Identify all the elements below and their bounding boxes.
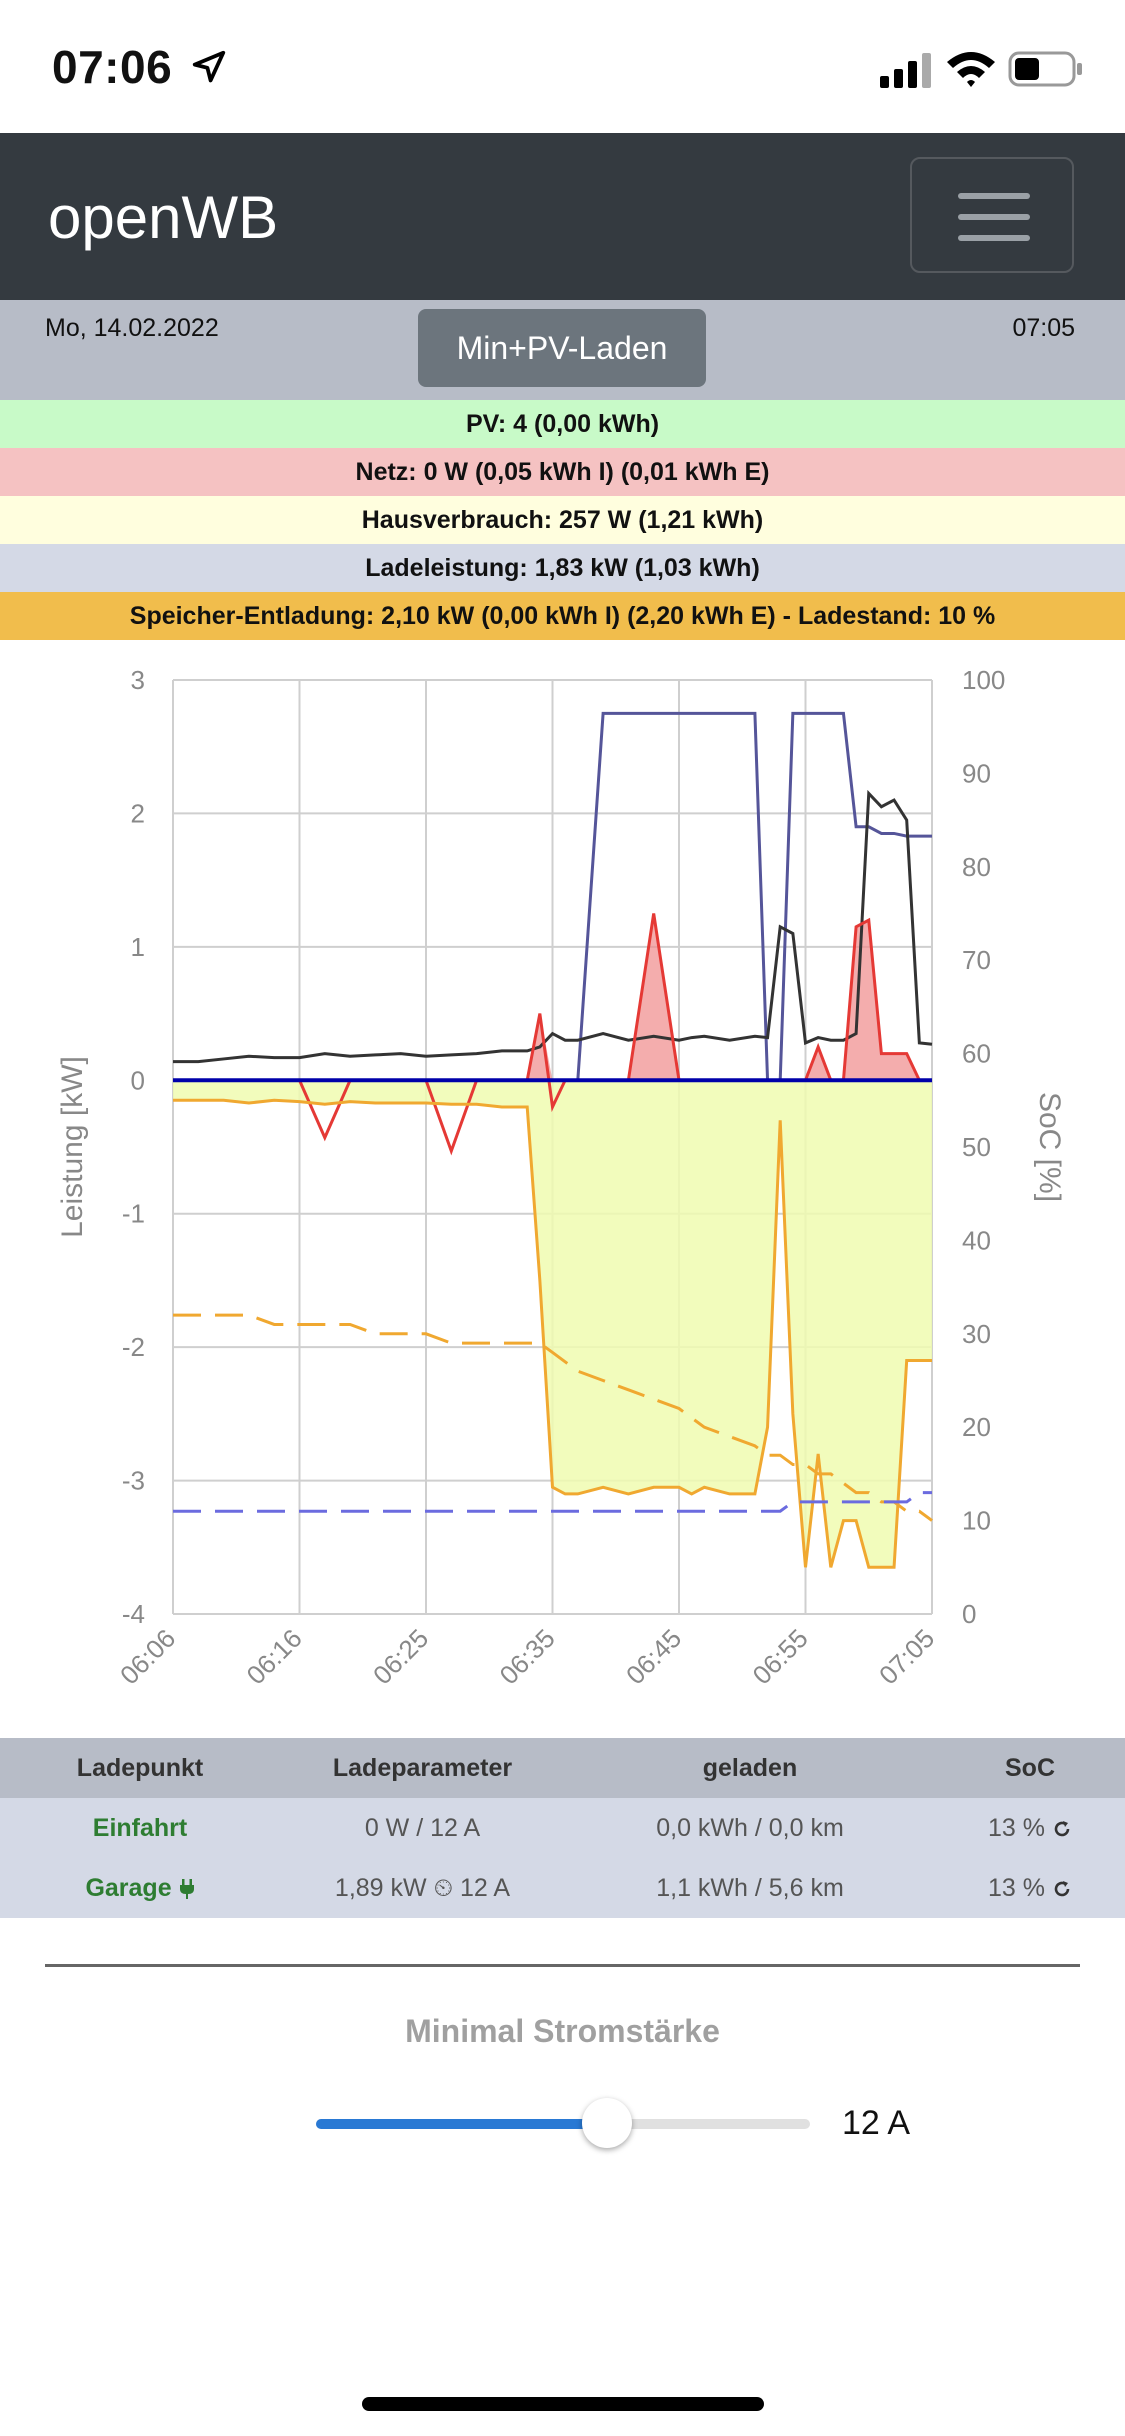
x-tick-label: 06:45	[620, 1623, 687, 1690]
chargepoint-name[interactable]: Garage	[0, 1858, 280, 1918]
y2-tick-label: 0	[962, 1599, 976, 1629]
current-date: Mo, 14.02.2022	[45, 314, 219, 342]
ev-soc-line	[173, 1491, 932, 1513]
y-tick-label: -1	[122, 1199, 145, 1229]
status-time: 07:06	[52, 41, 173, 93]
y2-tick-label: 50	[962, 1132, 991, 1162]
y-tick-label: -2	[122, 1332, 145, 1362]
table-row[interactable]: Garage 1,89 kW ⏲ 12 A 1,1 kWh / 5,6 km 1…	[0, 1858, 1125, 1918]
slider-title: Minimal Stromstärke	[405, 2013, 720, 2049]
y2-tick-label: 60	[962, 1039, 991, 1069]
chargepoint-charged: 1,1 kWh / 5,6 km	[656, 1874, 844, 1902]
y-axis-label: Leistung [kW]	[56, 1056, 89, 1238]
power-chart: 3 2 1 0 -1 -2 -3 -4 100 90 80 70 60 50 40 30 20 10 0 06:06 0…	[0, 640, 1125, 1738]
y-tick-label: 1	[131, 932, 145, 962]
x-tick-label: 06:25	[367, 1623, 434, 1690]
x-tick-label: 06:35	[494, 1623, 561, 1690]
table-header: Ladepunkt Ladeparameter geladen SoC	[0, 1738, 1125, 1798]
y2-tick-label: 10	[962, 1506, 991, 1536]
status-bar: 07:06	[0, 0, 1125, 133]
pv-summary: PV: 4 (0,00 kWh)	[0, 400, 1125, 448]
header-soc: SoC	[1005, 1754, 1055, 1782]
slider-value: 12 A	[842, 2104, 911, 2142]
cellular-signal-icon	[880, 53, 931, 88]
navbar: openWB	[0, 133, 1125, 300]
y-tick-label: -3	[122, 1466, 145, 1496]
current-slider-fill	[316, 2119, 608, 2129]
x-tick-label: 06:06	[114, 1623, 181, 1690]
chargepoint-soc: 13 %	[935, 1798, 1125, 1858]
location-arrow-icon	[192, 50, 226, 83]
chargepoint-name-label[interactable]: Einfahrt	[92, 1814, 188, 1842]
plug-icon	[179, 1879, 194, 1899]
current-slider-track[interactable]	[316, 2119, 810, 2129]
y2-tick-label: 70	[962, 945, 991, 975]
storage-soc-line	[173, 1313, 933, 1522]
hamburger-icon-bar	[958, 235, 1030, 241]
home-indicator	[362, 2397, 764, 2411]
chargepoint-charged: 0,0 kWh / 0,0 km	[656, 1814, 844, 1842]
header-ladepunkt: Ladepunkt	[76, 1754, 204, 1782]
header-geladen: geladen	[702, 1754, 798, 1782]
x-tick-label: 06:55	[747, 1623, 814, 1690]
chargepoint-param: 1,89 kW ⏲ 12 A	[334, 1874, 511, 1902]
y2-tick-label: 20	[962, 1412, 991, 1442]
house-consumption-summary: Hausverbrauch: 257 W (1,21 kWh)	[0, 496, 1125, 544]
storage-summary: Speicher-Entladung: 2,10 kW (0,00 kWh I)…	[0, 592, 1125, 640]
soc-value: 13 %	[988, 1874, 1046, 1902]
storage-area	[173, 1080, 932, 1568]
wifi-icon	[947, 52, 995, 87]
y-tick-label: 0	[131, 1065, 145, 1095]
y2-tick-label: 30	[962, 1319, 991, 1349]
brand-logo[interactable]: openWB	[48, 184, 279, 251]
grid-summary: Netz: 0 W (0,05 kWh I) (0,01 kWh E)	[0, 448, 1125, 496]
y-tick-label: -4	[122, 1599, 145, 1629]
header-ladeparameter: Ladeparameter	[332, 1754, 513, 1782]
chargepoint-table: Ladepunkt Ladeparameter geladen SoC Einf…	[0, 1738, 1125, 1918]
x-tick-label: 06:16	[241, 1623, 308, 1690]
table-row[interactable]: Einfahrt 0 W / 12 A 0,0 kWh / 0,0 km 13 …	[0, 1798, 1125, 1858]
storage-power-line	[173, 1098, 932, 1569]
chargepoint-name[interactable]: Einfahrt	[0, 1798, 280, 1858]
chargepoint-name-label[interactable]: Garage	[85, 1874, 172, 1902]
y2-tick-label: 80	[962, 852, 991, 882]
hamburger-menu-button[interactable]	[910, 157, 1074, 273]
current-slider-thumb[interactable]	[582, 2098, 633, 2148]
current-time: 07:05	[1012, 314, 1075, 342]
chargepoint-soc: 13 %	[935, 1858, 1125, 1918]
y2-axis-label: SoC [%]	[1033, 1092, 1066, 1202]
refresh-icon[interactable]	[1052, 1879, 1072, 1899]
charge-mode-button[interactable]: Min+PV-Laden	[418, 309, 706, 387]
y2-tick-label: 100	[962, 665, 1005, 695]
hamburger-icon-bar	[958, 214, 1030, 220]
y-tick-label: 2	[131, 798, 145, 828]
charging-power-summary: Ladeleistung: 1,83 kW (1,03 kWh)	[0, 544, 1125, 592]
soc-value: 13 %	[988, 1814, 1046, 1842]
x-tick-label: 07:05	[873, 1623, 940, 1690]
info-bar: Mo, 14.02.2022 Min+PV-Laden 07:05	[0, 300, 1125, 400]
y2-tick-label: 90	[962, 758, 991, 788]
divider	[45, 1964, 1080, 1967]
battery-icon	[1008, 51, 1082, 87]
y2-tick-label: 40	[962, 1225, 991, 1255]
chargepoint-param: 0 W / 12 A	[364, 1814, 481, 1842]
refresh-icon[interactable]	[1052, 1819, 1072, 1839]
y-tick-label: 3	[131, 665, 145, 695]
hamburger-icon	[958, 193, 1030, 199]
